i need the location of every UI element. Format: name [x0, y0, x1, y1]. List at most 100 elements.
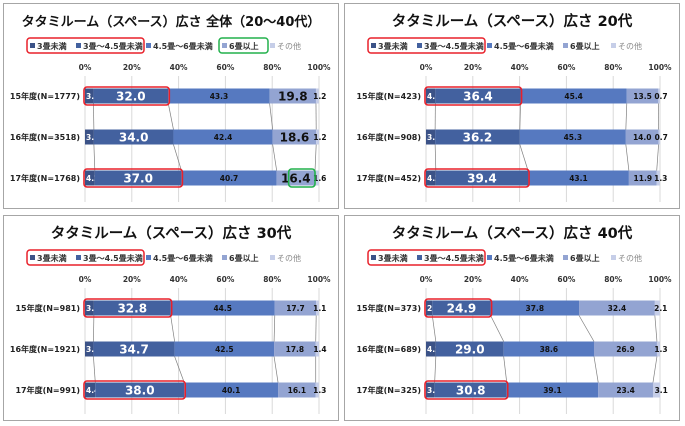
bar-segment	[174, 341, 275, 357]
stacked-bar-chart: タタミルーム（スペース）広さ 40代 3畳未満 3畳〜4.5畳未満 4.5畳〜6畳未満…	[356, 224, 672, 414]
chart-title: タタミルーム（スペース）広さ 全体（20〜40代）	[22, 14, 321, 30]
data-label: 1.6	[313, 174, 326, 183]
x-tick-label: 80%	[263, 63, 281, 72]
data-label: 17.8	[286, 345, 305, 354]
bar-segment	[426, 382, 435, 398]
row-highlight-red	[424, 86, 523, 106]
x-tick-label: 100%	[307, 63, 331, 72]
data-label: 24.9	[447, 302, 477, 316]
bar-segment	[276, 170, 316, 186]
row-highlight-red	[424, 298, 493, 318]
chart-panel-40s: タタミルーム（スペース）広さ 40代 3畳未満 3畳〜4.5畳未満 4.5畳〜6畳未満…	[344, 215, 680, 421]
legend-swatch	[30, 43, 35, 48]
data-label: 32.0	[116, 90, 146, 104]
legend-item: 6畳以上	[570, 253, 600, 263]
legend-item: 3畳〜4.5畳未満	[83, 41, 143, 51]
category-label: 16年度(N=689)	[356, 344, 421, 354]
row-highlight-red	[83, 168, 184, 188]
category-label: 16年度(N=908)	[356, 132, 421, 142]
bar-segment	[658, 88, 660, 104]
data-label: 13.5	[633, 92, 652, 101]
chart-panel-total: タタミルーム（スペース）広さ 全体（20〜40代） 3畳未満 3畳〜4.5畳未満 4.…	[3, 3, 339, 209]
bar-segment	[579, 300, 655, 316]
series-connector-line	[269, 103, 274, 130]
data-label: 3.1	[655, 386, 668, 395]
legend-item: 4.5畳〜6畳未満	[494, 41, 554, 51]
data-label: 40.7	[220, 174, 239, 183]
legend-swatch	[563, 255, 568, 260]
legend-item: 3畳未満	[378, 253, 408, 263]
data-label: 4.2	[427, 345, 440, 354]
legend-item: その他	[618, 41, 642, 51]
bar-segment	[269, 88, 316, 104]
legend-swatch	[487, 43, 492, 48]
bar-segment	[170, 300, 275, 316]
series-connector-line	[167, 103, 174, 130]
data-label: 3.9	[427, 133, 440, 142]
data-label: 38.0	[125, 384, 155, 398]
bar-segment	[435, 341, 504, 357]
data-label: 3.6	[86, 345, 99, 354]
bar-segment	[656, 170, 660, 186]
category-label: 15年度(N=423)	[356, 91, 421, 101]
bar-segment	[435, 170, 529, 186]
data-label: 0.7	[654, 92, 667, 101]
data-label: 3.7	[427, 386, 440, 395]
series-connector-line	[654, 315, 658, 342]
category-label: 15年度(N=373)	[356, 303, 421, 313]
data-label: 37.8	[526, 304, 545, 313]
data-label: 1.2	[313, 133, 326, 142]
series-connector-line	[434, 144, 437, 171]
x-tick-label: 80%	[263, 275, 281, 284]
x-tick-label: 40%	[511, 63, 529, 72]
bar-segment	[316, 300, 319, 316]
bar-segment	[278, 382, 316, 398]
data-label: 36.2	[463, 131, 493, 145]
legend-item: 6畳以上	[229, 41, 259, 51]
bar-segment	[432, 300, 491, 316]
bar-segment	[315, 170, 319, 186]
legend-swatch	[611, 43, 616, 48]
row-highlight-red	[83, 86, 171, 106]
legend-swatch	[76, 43, 81, 48]
bar-segment	[656, 341, 660, 357]
legend-item: その他	[277, 41, 301, 51]
bar-segment	[85, 300, 94, 316]
data-label: 1.3	[654, 174, 667, 183]
legend-swatch	[270, 255, 275, 260]
data-label: 36.4	[463, 90, 493, 104]
data-label: 42.4	[214, 133, 233, 142]
series-connector-line	[625, 103, 628, 130]
data-label: 16.4	[281, 172, 311, 186]
stacked-bar-chart: タタミルーム（スペース）広さ 30代 3畳未満 3畳〜4.5畳未満 4.5畳〜6畳未満…	[10, 224, 331, 414]
bar-segment	[435, 88, 521, 104]
legend-highlight-red	[367, 37, 486, 54]
data-label: 2.1	[654, 304, 667, 313]
x-tick-label: 0%	[79, 275, 92, 284]
series-connector-line	[519, 144, 529, 171]
bar-segment	[426, 341, 436, 357]
bar-segment	[490, 300, 580, 316]
chart-title: タタミルーム（スペース）広さ 30代	[51, 224, 292, 242]
series-connector-line	[490, 315, 505, 342]
x-tick-label: 100%	[648, 275, 672, 284]
bar-segment	[528, 170, 629, 186]
legend-highlight-red	[26, 249, 145, 266]
data-label: 1.3	[313, 386, 326, 395]
series-connector-line	[578, 315, 595, 342]
chart-title: タタミルーム（スペース）広さ 40代	[392, 224, 633, 242]
bar-segment	[315, 88, 319, 104]
data-label: 29.0	[455, 343, 485, 357]
data-label: 34.7	[119, 343, 149, 357]
bar-segment	[181, 170, 277, 186]
bar-segment	[168, 88, 270, 104]
bar-segment	[173, 129, 273, 145]
legend-swatch	[222, 43, 227, 48]
bar-segment	[85, 88, 94, 104]
data-label: 18.6	[280, 131, 310, 145]
data-label: 4.4	[86, 386, 99, 395]
category-label: 17年度(N=452)	[356, 173, 421, 183]
legend-swatch	[487, 255, 492, 260]
x-tick-label: 40%	[170, 63, 188, 72]
bar-segment	[658, 129, 661, 145]
